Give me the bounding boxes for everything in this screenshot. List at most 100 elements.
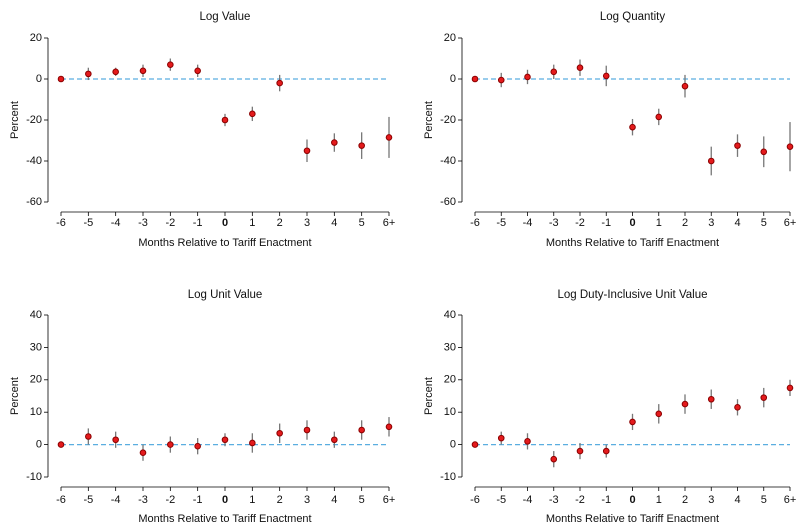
y-tick-label: -10: [26, 471, 42, 483]
point: [576, 447, 584, 455]
point: [331, 436, 338, 444]
x-tick-label: 0: [629, 494, 635, 506]
x-tick-label: 0: [222, 217, 228, 229]
point: [139, 67, 147, 75]
point: [112, 68, 119, 76]
x-tick-label: 4: [734, 217, 740, 229]
point: [85, 433, 92, 440]
y-tick-label: -60: [26, 196, 42, 208]
x-tick-label: -5: [496, 494, 506, 506]
point: [681, 400, 689, 408]
point: [602, 72, 610, 80]
x-tick-label: 2: [277, 217, 283, 229]
point: [249, 110, 256, 118]
point: [655, 410, 663, 418]
y-tick-label: 40: [30, 309, 42, 321]
point: [655, 113, 663, 121]
point: [786, 384, 794, 392]
point: [194, 67, 201, 75]
y-tick-label: 10: [444, 406, 456, 418]
point: [385, 423, 393, 431]
x-tick-label: 4: [331, 494, 337, 506]
x-tick-label: 0: [222, 494, 228, 506]
x-tick-label: -3: [138, 217, 148, 229]
x-tick-label: -6: [56, 494, 66, 506]
point: [550, 455, 558, 463]
point: [602, 447, 610, 455]
y-tick-label: 20: [30, 374, 42, 386]
point: [471, 75, 479, 83]
x-tick-label: 6+: [383, 217, 396, 229]
x-tick-label: 5: [761, 217, 767, 229]
point: [786, 143, 794, 150]
x-tick-label: 6+: [784, 494, 797, 506]
x-tick-label: 0: [629, 217, 635, 229]
x-tick-label: 1: [249, 494, 255, 506]
point: [85, 70, 92, 78]
y-tick-label: 20: [30, 32, 42, 44]
point: [167, 441, 174, 448]
point: [707, 395, 715, 403]
point: [358, 142, 365, 149]
point: [734, 404, 741, 411]
x-tick-label: 2: [277, 494, 283, 506]
chart-title: Log Quantity: [600, 11, 665, 23]
x-tick-label: -3: [549, 494, 559, 506]
y-tick-label: 20: [444, 374, 456, 386]
x-tick-label: 2: [682, 217, 688, 229]
y-axis-label: Percent: [423, 377, 435, 415]
x-tick-label: 1: [249, 217, 255, 229]
y-tick-label: 0: [450, 73, 456, 85]
x-axis-label: Months Relative to Tariff Enactment: [138, 237, 311, 249]
x-tick-label: -6: [470, 217, 480, 229]
point: [576, 64, 584, 72]
x-tick-label: -1: [193, 494, 203, 506]
point: [276, 79, 283, 87]
x-tick-label: 5: [359, 494, 365, 506]
point: [385, 134, 393, 141]
point: [760, 394, 768, 401]
chart-title: Log Unit Value: [188, 289, 263, 301]
x-tick-label: 4: [331, 217, 337, 229]
chart-title: Log Value: [200, 11, 251, 23]
y-axis-label: Percent: [9, 377, 21, 415]
point: [629, 418, 636, 426]
point: [471, 441, 479, 448]
y-tick-label: 0: [36, 439, 42, 451]
point: [276, 429, 283, 437]
point: [57, 441, 65, 448]
x-tick-label: 5: [761, 494, 767, 506]
x-tick-label: 1: [656, 494, 662, 506]
x-tick-label: -4: [111, 217, 121, 229]
point: [760, 148, 768, 156]
y-tick-label: 10: [30, 406, 42, 418]
x-tick-label: -3: [138, 494, 148, 506]
y-axis-label: Percent: [423, 101, 435, 139]
x-tick-label: 6+: [784, 217, 797, 229]
chart-title: Log Duty-Inclusive Unit Value: [558, 289, 708, 301]
point: [303, 426, 311, 434]
y-tick-label: 40: [444, 309, 456, 321]
x-tick-label: 2: [682, 494, 688, 506]
x-tick-label: -5: [496, 217, 506, 229]
x-tick-label: -2: [575, 217, 585, 229]
y-tick-label: 30: [444, 341, 456, 353]
x-tick-label: 5: [359, 217, 365, 229]
x-axis-label: Months Relative to Tariff Enactment: [546, 513, 719, 525]
y-tick-label: 30: [30, 341, 42, 353]
x-tick-label: -2: [165, 217, 175, 229]
point: [221, 116, 229, 124]
point: [358, 426, 365, 434]
y-tick-label: -20: [26, 114, 42, 126]
point: [707, 157, 715, 165]
y-tick-label: -40: [26, 155, 42, 167]
x-tick-label: 1: [656, 217, 662, 229]
y-tick-label: -60: [440, 196, 456, 208]
x-tick-label: 3: [708, 217, 714, 229]
x-tick-label: 3: [304, 494, 310, 506]
point: [497, 76, 505, 84]
y-tick-label: 20: [444, 32, 456, 44]
point: [112, 436, 119, 444]
x-tick-label: -1: [601, 217, 611, 229]
